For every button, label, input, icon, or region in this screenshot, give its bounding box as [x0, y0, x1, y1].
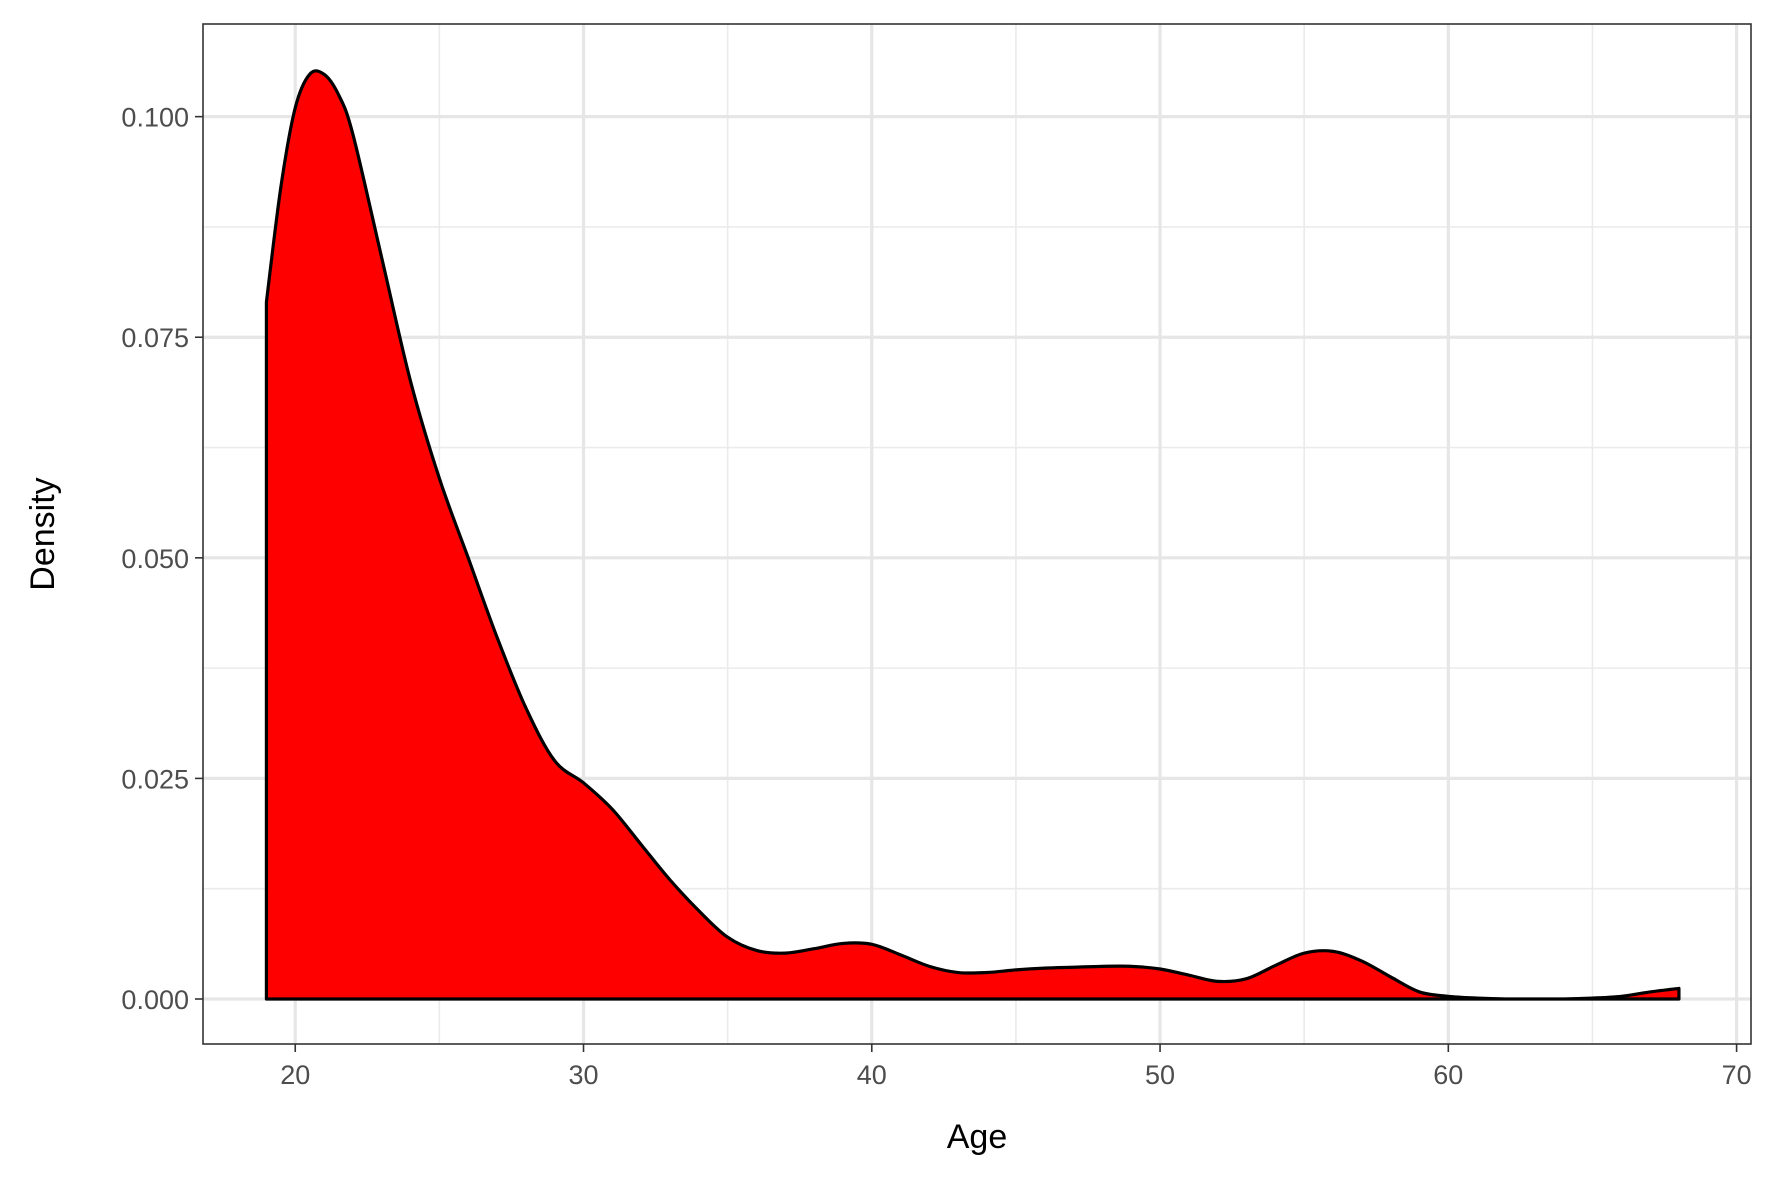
- density-area: [264, 69, 1681, 1001]
- x-tick-label: 70: [1722, 1060, 1752, 1090]
- x-tick-label: 60: [1433, 1060, 1463, 1090]
- x-tick-label: 20: [280, 1060, 310, 1090]
- x-tick-label: 50: [1145, 1060, 1175, 1090]
- x-tick-label: 30: [568, 1060, 598, 1090]
- y-axis: 0.000 0.025 0.050 0.075 0.100: [121, 103, 203, 1015]
- y-axis-title: Density: [24, 477, 62, 590]
- y-tick-label: 0.025: [121, 764, 189, 794]
- y-tick-label: 0.100: [121, 103, 189, 133]
- x-axis-title: Age: [947, 1118, 1008, 1156]
- y-tick-label: 0.050: [121, 544, 189, 574]
- y-tick-label: 0.075: [121, 323, 189, 353]
- plot-panel-border: [202, 23, 1752, 1045]
- x-axis: 20 30 40 50 60 70: [280, 1044, 1752, 1090]
- x-tick-label: 40: [857, 1060, 887, 1090]
- y-tick-label: 0.000: [121, 985, 189, 1015]
